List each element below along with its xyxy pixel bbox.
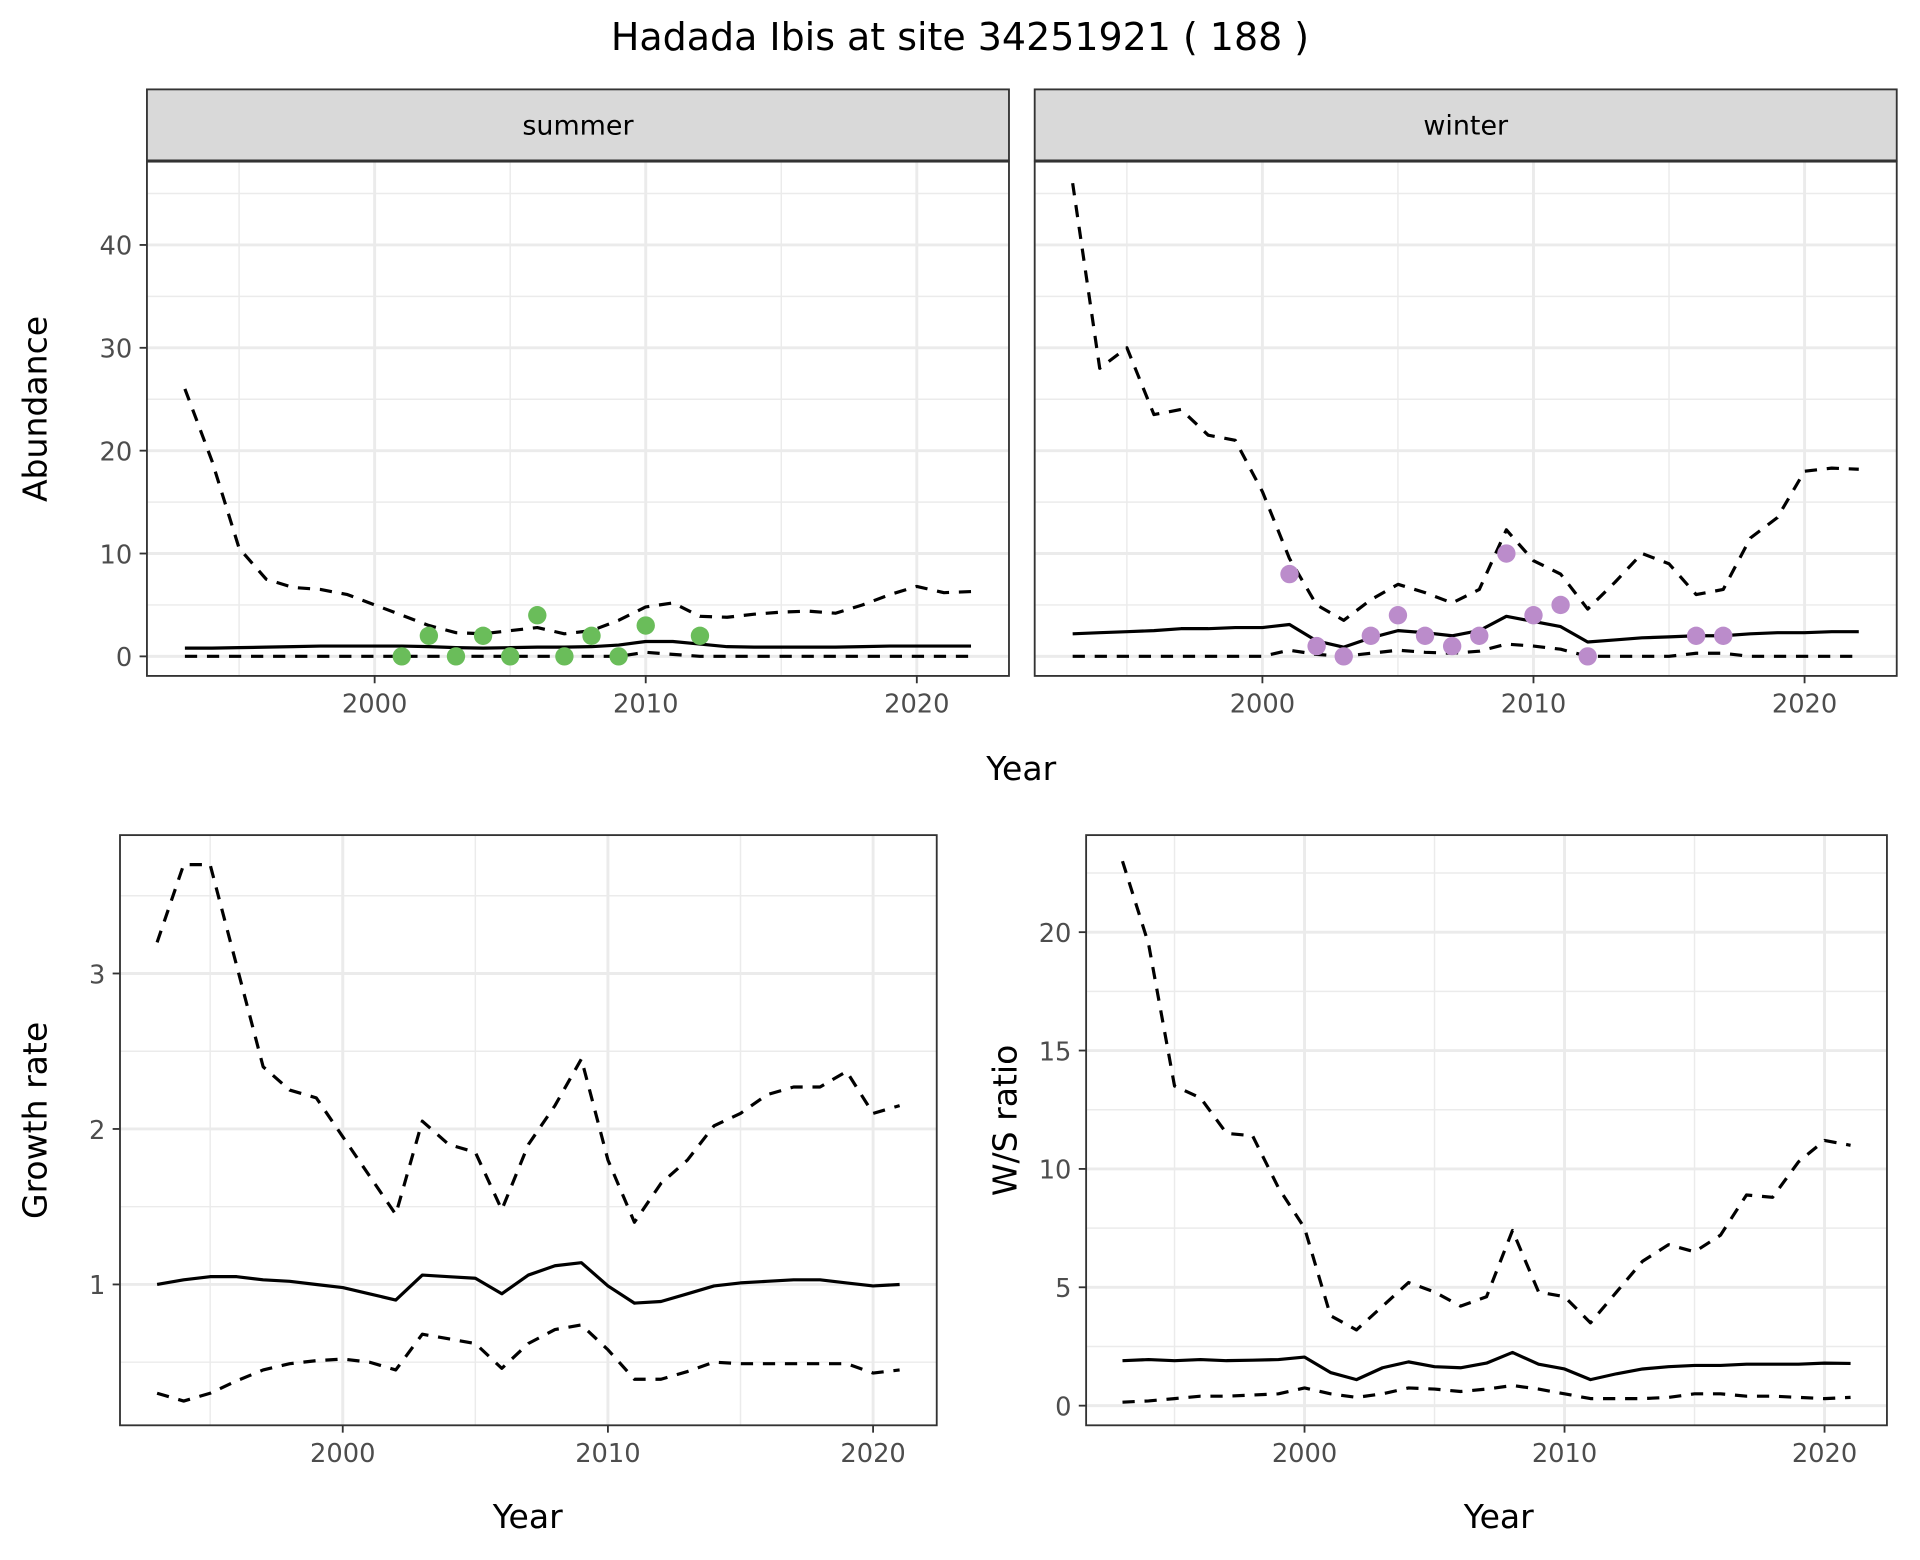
plot-background: [1086, 835, 1887, 1426]
data-point: [501, 647, 520, 666]
y-tick-label: 1: [89, 1271, 105, 1301]
figure-title: Hadada Ibis at site 34251921 ( 188 ): [611, 15, 1309, 59]
mean-line-1: [184, 639, 972, 650]
y-tick-label: 10: [100, 540, 133, 570]
plot-background: [146, 161, 1009, 676]
panel-3: 2000 2010 2020 0 5 10 15 20 W/S ratio Year: [985, 834, 1888, 1536]
x-tick-label: 2010: [613, 690, 678, 720]
ci-bound-line-2: [156, 1323, 900, 1403]
ci-bound-line-0: [155, 863, 901, 1224]
panel-border: [146, 160, 1010, 677]
data-point: [1714, 626, 1733, 645]
mean-line-1: [156, 1261, 900, 1305]
x-tick-label: 2000: [310, 1439, 375, 1469]
plot-background: [1034, 161, 1897, 676]
data-point: [1578, 647, 1597, 666]
data-point: [609, 647, 628, 666]
ci-bound-line-0: [1071, 182, 1859, 622]
panel-border: [1033, 160, 1898, 677]
data-point: [1388, 606, 1408, 625]
data-point: [419, 626, 439, 645]
y-axis-title: Abundance: [16, 316, 55, 502]
data-point: [1442, 636, 1462, 656]
y-tick-label: 2: [89, 1116, 105, 1146]
x-tick-label: 2020: [884, 690, 949, 720]
ci-bound-line-0: [183, 388, 972, 636]
data-point: [1497, 544, 1516, 563]
y-tick-label: 3: [89, 960, 105, 990]
data-point: [1280, 564, 1299, 584]
data-point: [1307, 636, 1326, 656]
ci-bound-line-2: [1122, 1383, 1851, 1404]
x-axis-title: Year: [1463, 1497, 1534, 1536]
data-point: [1470, 626, 1489, 645]
data-point: [555, 647, 574, 666]
data-point: [446, 647, 466, 666]
data-point: [1361, 626, 1381, 645]
data-point: [1686, 626, 1706, 645]
x-tick-label: 2020: [840, 1439, 905, 1469]
facet-strip: [146, 88, 1010, 162]
data-point: [528, 606, 547, 625]
x-tick-label: 2020: [1772, 690, 1837, 720]
facet-strip: [1033, 88, 1898, 162]
data-point: [1334, 647, 1353, 666]
data-point: [636, 616, 655, 635]
panel-0: 2000 2010 2020 0 10 20 30 40 summer Abundance: [16, 88, 1010, 720]
y-tick-label: 0: [116, 643, 132, 673]
data-point: [1524, 606, 1543, 625]
x-tick-label: 2000: [1230, 690, 1295, 720]
x-tick-label: 2000: [342, 690, 407, 720]
data-point: [473, 626, 493, 645]
panel-1: 2000 2010 2020 winter: [1033, 88, 1898, 720]
panel-2: 2000 2010 2020 1 2 3 Growth rate Year: [16, 834, 938, 1536]
y-tick-label: 30: [100, 335, 133, 365]
y-tick-label: 20: [1039, 919, 1072, 949]
y-axis-title: Growth rate: [16, 1022, 55, 1219]
facet-label: summer: [522, 111, 634, 142]
x-tick-label: 2010: [1532, 1439, 1597, 1469]
data-point: [1551, 595, 1570, 615]
ci-bound-line-0: [1120, 860, 1851, 1332]
data-point: [1415, 626, 1435, 645]
y-tick-label: 15: [1039, 1037, 1072, 1067]
y-tick-label: 20: [100, 437, 133, 467]
y-axis-title: W/S ratio: [985, 1045, 1024, 1197]
facet-label: winter: [1423, 111, 1509, 142]
data-point: [582, 626, 601, 645]
x-tick-label: 2010: [575, 1439, 640, 1469]
x-tick-label: 2000: [1272, 1439, 1337, 1469]
x-tick-label: 2010: [1501, 690, 1566, 720]
mean-line-1: [1122, 1350, 1851, 1382]
x-axis-title: Year: [985, 749, 1056, 788]
x-tick-label: 2020: [1792, 1439, 1857, 1469]
data-point: [690, 626, 710, 645]
y-tick-label: 40: [100, 232, 133, 262]
panel-border: [1085, 834, 1888, 1427]
y-tick-label: 0: [1055, 1392, 1071, 1422]
data-point: [392, 647, 411, 666]
y-tick-label: 10: [1039, 1156, 1072, 1186]
y-tick-label: 5: [1055, 1274, 1071, 1304]
panel-border: [119, 834, 938, 1427]
x-axis-title: Year: [492, 1497, 563, 1536]
